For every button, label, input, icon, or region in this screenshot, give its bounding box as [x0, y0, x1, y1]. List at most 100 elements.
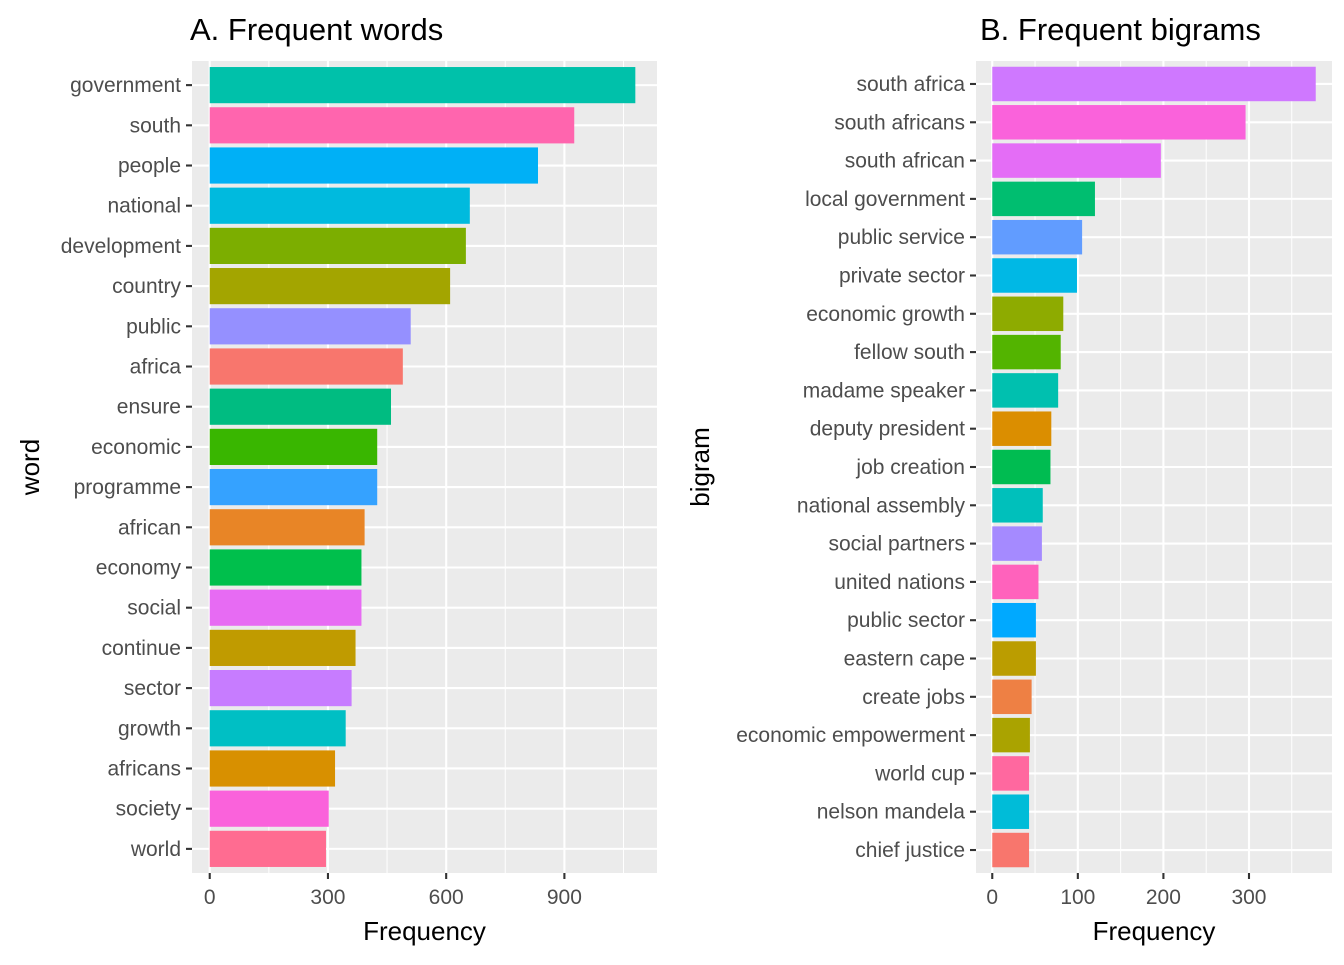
bar-south [209, 107, 575, 144]
x-tick-label: 600 [429, 886, 464, 909]
y-tick-label: south african [845, 150, 965, 173]
bar-eastern-cape [992, 641, 1036, 676]
bar-economic-empowerment [992, 717, 1030, 753]
panel-title: B. Frequent bigrams [980, 12, 1261, 47]
y-tick-label: economic growth [806, 303, 965, 326]
bar-african [209, 509, 365, 546]
y-tick-label: africa [130, 356, 182, 379]
y-tick-label: public service [838, 226, 965, 249]
y-tick-label: united nations [834, 571, 965, 594]
y-tick-label: madame speaker [803, 379, 965, 402]
x-tick-label: 200 [1146, 886, 1181, 909]
bar-people [209, 147, 538, 184]
bar-world-cup [992, 756, 1030, 791]
y-tick-label: south africa [856, 73, 965, 96]
bar-madame-speaker [992, 373, 1059, 408]
x-tick-label: 300 [310, 886, 345, 909]
y-tick-label: economic empowerment [736, 724, 965, 747]
y-tick-label: growth [118, 717, 181, 740]
y-tick-label: private sector [839, 264, 965, 287]
y-axis-title: bigram [685, 427, 715, 506]
bar-national-assembly [992, 488, 1043, 523]
y-tick-label: ensure [117, 396, 181, 419]
panel-b-frequent-bigrams: 0 100 200 300 south africa south africans sout… [685, 12, 1332, 946]
y-tick-label: national [107, 195, 181, 218]
bar-growth [209, 710, 346, 747]
y-tick-label: job creation [855, 456, 965, 479]
bar-united-nations [992, 564, 1039, 600]
panel-title: A. Frequent words [190, 12, 443, 47]
bar-job-creation [992, 449, 1051, 485]
y-axis-title: word [15, 439, 45, 496]
y-tick-label: deputy president [810, 418, 965, 441]
y-tick-label: programme [74, 476, 181, 499]
bar-public-service [992, 219, 1083, 255]
x-tick-label: 0 [986, 886, 998, 909]
bar-south-africans [992, 105, 1246, 140]
y-tick-label: society [116, 798, 182, 821]
bar-economy [209, 549, 362, 586]
bar-private-sector [992, 258, 1077, 293]
y-tick-label: continue [102, 637, 181, 660]
y-tick-label: people [118, 155, 181, 178]
y-tick-label: economy [96, 556, 182, 579]
bar-public [209, 308, 411, 345]
bar-deputy-president [992, 411, 1052, 446]
y-tick-label: economic [91, 436, 181, 459]
bar-local-government [992, 181, 1095, 217]
bar-africa [209, 348, 403, 385]
bar-south-african [992, 143, 1161, 178]
y-tick-label: public [126, 315, 181, 338]
y-tick-label: south [130, 114, 181, 137]
bar-continue [209, 629, 356, 666]
x-tick-label: 100 [1060, 886, 1095, 909]
y-tick-label: nelson mandela [817, 801, 966, 824]
bar-nelson-mandela [992, 794, 1030, 829]
bar-public-sector [992, 602, 1036, 638]
y-tick-label: create jobs [862, 686, 965, 709]
y-tick-label: african [118, 516, 181, 539]
y-tick-label: government [70, 74, 181, 97]
bar-sector [209, 670, 352, 707]
y-tick-label: country [112, 275, 181, 298]
bar-create-jobs [992, 679, 1032, 715]
y-tick-label: world cup [874, 762, 965, 785]
bar-programme [209, 469, 378, 506]
x-axis-title: Frequency [1093, 916, 1216, 946]
bar-social [209, 589, 362, 626]
bar-economic [209, 428, 378, 465]
bar-fellow-south [992, 334, 1061, 370]
bar-social-partners [992, 526, 1042, 561]
y-tick-label: sector [124, 677, 181, 700]
bar-south-africa [992, 66, 1316, 102]
y-tick-label: social partners [828, 533, 965, 556]
bar-world [209, 830, 326, 867]
bar-economic-growth [992, 296, 1064, 332]
y-tick-label: world [130, 838, 181, 861]
y-tick-label: eastern cape [844, 648, 965, 671]
panel-a-frequent-words: 0 300 600 900 government south people national d… [15, 12, 657, 946]
x-tick-label: 0 [204, 886, 216, 909]
y-tick-label: chief justice [855, 839, 965, 862]
bar-chief-justice [992, 832, 1030, 868]
bar-government [209, 67, 636, 104]
bar-country [209, 268, 451, 305]
x-tick-label: 300 [1231, 886, 1266, 909]
y-tick-label: africans [107, 757, 181, 780]
bar-development [209, 227, 466, 264]
y-tick-label: public sector [847, 609, 965, 632]
y-tick-label: south africans [834, 111, 965, 134]
x-axis-title: Frequency [363, 916, 486, 946]
y-tick-label: national assembly [797, 494, 966, 517]
bar-society [209, 790, 329, 827]
y-tick-label: local government [805, 188, 965, 211]
y-tick-label: development [61, 235, 181, 258]
bar-africans [209, 750, 336, 787]
y-tick-label: fellow south [854, 341, 965, 364]
y-tick-label: social [127, 597, 181, 620]
bar-ensure [209, 388, 392, 425]
x-tick-label: 900 [547, 886, 582, 909]
bar-national [209, 187, 470, 224]
